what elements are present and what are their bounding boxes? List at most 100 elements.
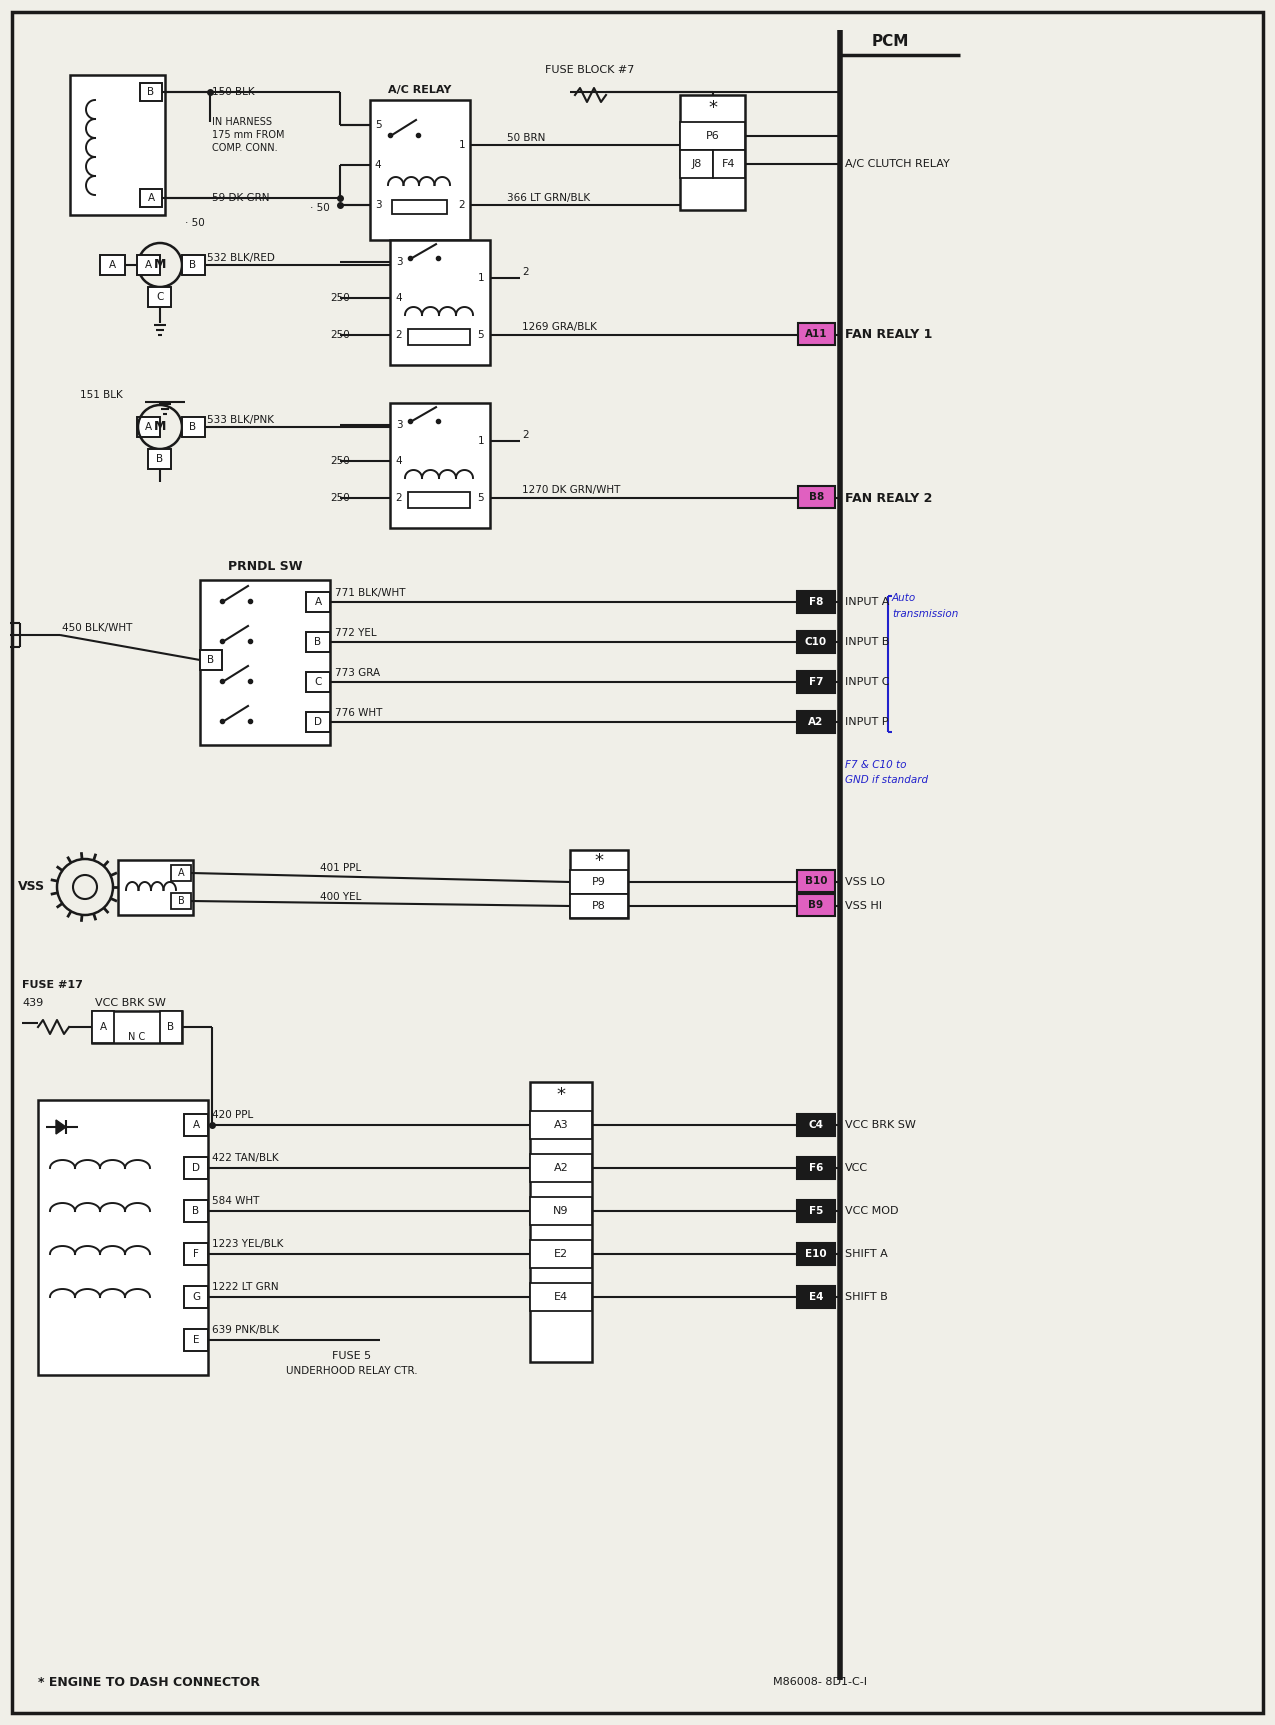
Text: 1269 GRA/BLK: 1269 GRA/BLK — [521, 323, 597, 331]
Bar — [797, 711, 835, 733]
Text: E10: E10 — [806, 1249, 826, 1259]
Text: 1270 DK GRN/WHT: 1270 DK GRN/WHT — [521, 485, 621, 495]
Bar — [797, 894, 835, 916]
Text: 533 BLK/PNK: 533 BLK/PNK — [207, 416, 274, 424]
Text: 4: 4 — [395, 455, 403, 466]
Bar — [797, 1201, 835, 1221]
Bar — [184, 1244, 208, 1264]
Text: 2: 2 — [521, 267, 529, 278]
Text: B: B — [315, 637, 321, 647]
Text: B: B — [157, 454, 163, 464]
Text: 2: 2 — [521, 430, 529, 440]
Bar — [797, 592, 835, 612]
Text: B: B — [190, 423, 196, 431]
Text: B: B — [177, 895, 185, 906]
Text: A: A — [144, 423, 152, 431]
Text: A2: A2 — [553, 1163, 569, 1173]
Bar — [148, 286, 171, 307]
Bar — [92, 1011, 113, 1044]
Text: 250: 250 — [330, 329, 349, 340]
Bar — [140, 83, 162, 102]
Text: 1: 1 — [459, 140, 465, 150]
Text: E: E — [193, 1335, 199, 1346]
Text: F7 & C10 to: F7 & C10 to — [845, 761, 907, 769]
Text: 1222 LT GRN: 1222 LT GRN — [212, 1282, 279, 1292]
Text: 366 LT GRN/BLK: 366 LT GRN/BLK — [507, 193, 590, 204]
Bar — [713, 150, 745, 178]
Bar — [159, 1011, 182, 1044]
Bar — [530, 1197, 592, 1225]
Text: 772 YEL: 772 YEL — [335, 628, 376, 638]
Text: PRNDL SW: PRNDL SW — [228, 561, 302, 573]
Text: 776 WHT: 776 WHT — [335, 707, 382, 718]
Text: SHIFT A: SHIFT A — [845, 1249, 887, 1259]
Bar — [797, 631, 835, 654]
Text: A3: A3 — [553, 1120, 569, 1130]
Bar — [136, 255, 159, 274]
Text: 584 WHT: 584 WHT — [212, 1195, 259, 1206]
Bar — [148, 448, 171, 469]
Text: INPUT B: INPUT B — [845, 637, 890, 647]
Text: 2: 2 — [395, 329, 403, 340]
Text: *: * — [708, 98, 717, 117]
Bar — [200, 580, 330, 745]
Bar — [182, 417, 205, 436]
Text: 422 TAN/BLK: 422 TAN/BLK — [212, 1152, 279, 1163]
Bar — [530, 1082, 592, 1363]
Text: M86008- 8D1-C-I: M86008- 8D1-C-I — [773, 1677, 867, 1687]
Text: A: A — [144, 260, 152, 271]
Text: 4: 4 — [395, 293, 403, 304]
Text: 2: 2 — [395, 493, 403, 504]
Text: B: B — [167, 1021, 175, 1032]
Text: 773 GRA: 773 GRA — [335, 668, 380, 678]
Text: N9: N9 — [553, 1206, 569, 1216]
Bar — [184, 1114, 208, 1137]
Text: 401 PPL: 401 PPL — [320, 862, 361, 873]
Text: 50 BRN: 50 BRN — [507, 133, 546, 143]
Text: COMP. CONN.: COMP. CONN. — [212, 143, 278, 154]
Text: 639 PNK/BLK: 639 PNK/BLK — [212, 1325, 279, 1335]
Text: B10: B10 — [805, 876, 827, 887]
Text: INPUT C: INPUT C — [845, 676, 890, 687]
Polygon shape — [56, 1120, 66, 1133]
Bar — [797, 869, 835, 892]
Text: VSS LO: VSS LO — [845, 876, 885, 887]
Bar — [570, 869, 629, 894]
Text: 59 DK GRN: 59 DK GRN — [212, 193, 269, 204]
Text: * ENGINE TO DASH CONNECTOR: * ENGINE TO DASH CONNECTOR — [38, 1675, 260, 1689]
Bar — [306, 673, 330, 692]
Text: C4: C4 — [808, 1120, 824, 1130]
Text: M: M — [154, 421, 166, 433]
Text: A/C CLUTCH RELAY: A/C CLUTCH RELAY — [845, 159, 950, 169]
Text: A2: A2 — [808, 718, 824, 726]
Text: VSS: VSS — [18, 880, 45, 894]
Bar — [70, 74, 164, 216]
Bar — [408, 492, 470, 507]
Text: · 50: · 50 — [310, 204, 330, 212]
Text: E2: E2 — [553, 1249, 569, 1259]
Bar — [530, 1283, 592, 1311]
Text: P6: P6 — [705, 131, 719, 141]
Text: C: C — [315, 676, 321, 687]
Bar — [184, 1287, 208, 1308]
Text: B8: B8 — [808, 492, 824, 502]
Text: FAN REALY 1: FAN REALY 1 — [845, 328, 932, 342]
Text: B9: B9 — [808, 900, 824, 911]
Text: N C: N C — [129, 1032, 145, 1042]
Text: FUSE BLOCK #7: FUSE BLOCK #7 — [546, 66, 635, 74]
Text: VCC BRK SW: VCC BRK SW — [845, 1120, 915, 1130]
Text: GND if standard: GND if standard — [845, 775, 928, 785]
Text: A: A — [177, 868, 185, 878]
Text: IN HARNESS: IN HARNESS — [212, 117, 272, 128]
Bar — [182, 255, 205, 274]
Text: *: * — [594, 852, 603, 869]
Text: 4: 4 — [375, 160, 381, 171]
Bar — [306, 631, 330, 652]
Text: 1: 1 — [478, 436, 484, 447]
Bar — [798, 323, 835, 345]
Text: C10: C10 — [805, 637, 827, 647]
Text: 5: 5 — [478, 493, 484, 504]
Text: 1: 1 — [478, 273, 484, 283]
Bar — [797, 1157, 835, 1178]
Text: UNDERHOOD RELAY CTR.: UNDERHOOD RELAY CTR. — [286, 1366, 418, 1377]
